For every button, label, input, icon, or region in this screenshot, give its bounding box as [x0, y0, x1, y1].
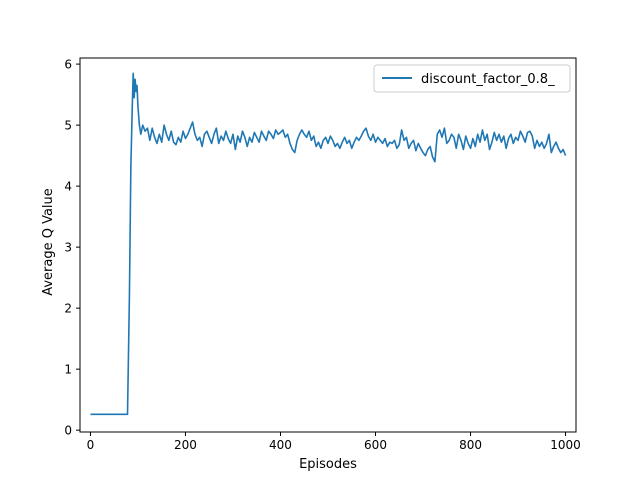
x-tick-label: 1000 [550, 438, 581, 452]
x-axis-label: Episodes [299, 457, 357, 472]
plot-area [79, 57, 577, 433]
y-tick-label: 1 [64, 363, 72, 377]
y-tick-label: 0 [64, 424, 72, 438]
plot-frame [79, 57, 577, 433]
x-tick-label: 400 [269, 438, 292, 452]
x-tick-label: 800 [459, 438, 482, 452]
x-tick-label: 200 [174, 438, 197, 452]
y-tick-label: 5 [64, 119, 72, 133]
y-tick-label: 6 [64, 58, 72, 72]
x-tick-label: 600 [364, 438, 387, 452]
x-tick-label: 0 [87, 438, 95, 452]
plot-background [80, 58, 576, 432]
legend: discount_factor_0.8_ [373, 64, 571, 93]
series-line-0 [90, 72, 567, 416]
y-axis-ticks: 0 1 2 3 4 5 6 [64, 58, 80, 438]
y-tick-label: 2 [64, 302, 72, 316]
y-axis-label: Average Q Value [41, 188, 56, 296]
x-axis-ticks: 0 200 400 600 800 1000 [87, 432, 581, 452]
y-tick-label: 3 [64, 241, 72, 255]
legend-label: discount_factor_0.8_ [421, 72, 555, 87]
y-tick-label: 4 [64, 180, 72, 194]
legend-box [373, 64, 571, 93]
